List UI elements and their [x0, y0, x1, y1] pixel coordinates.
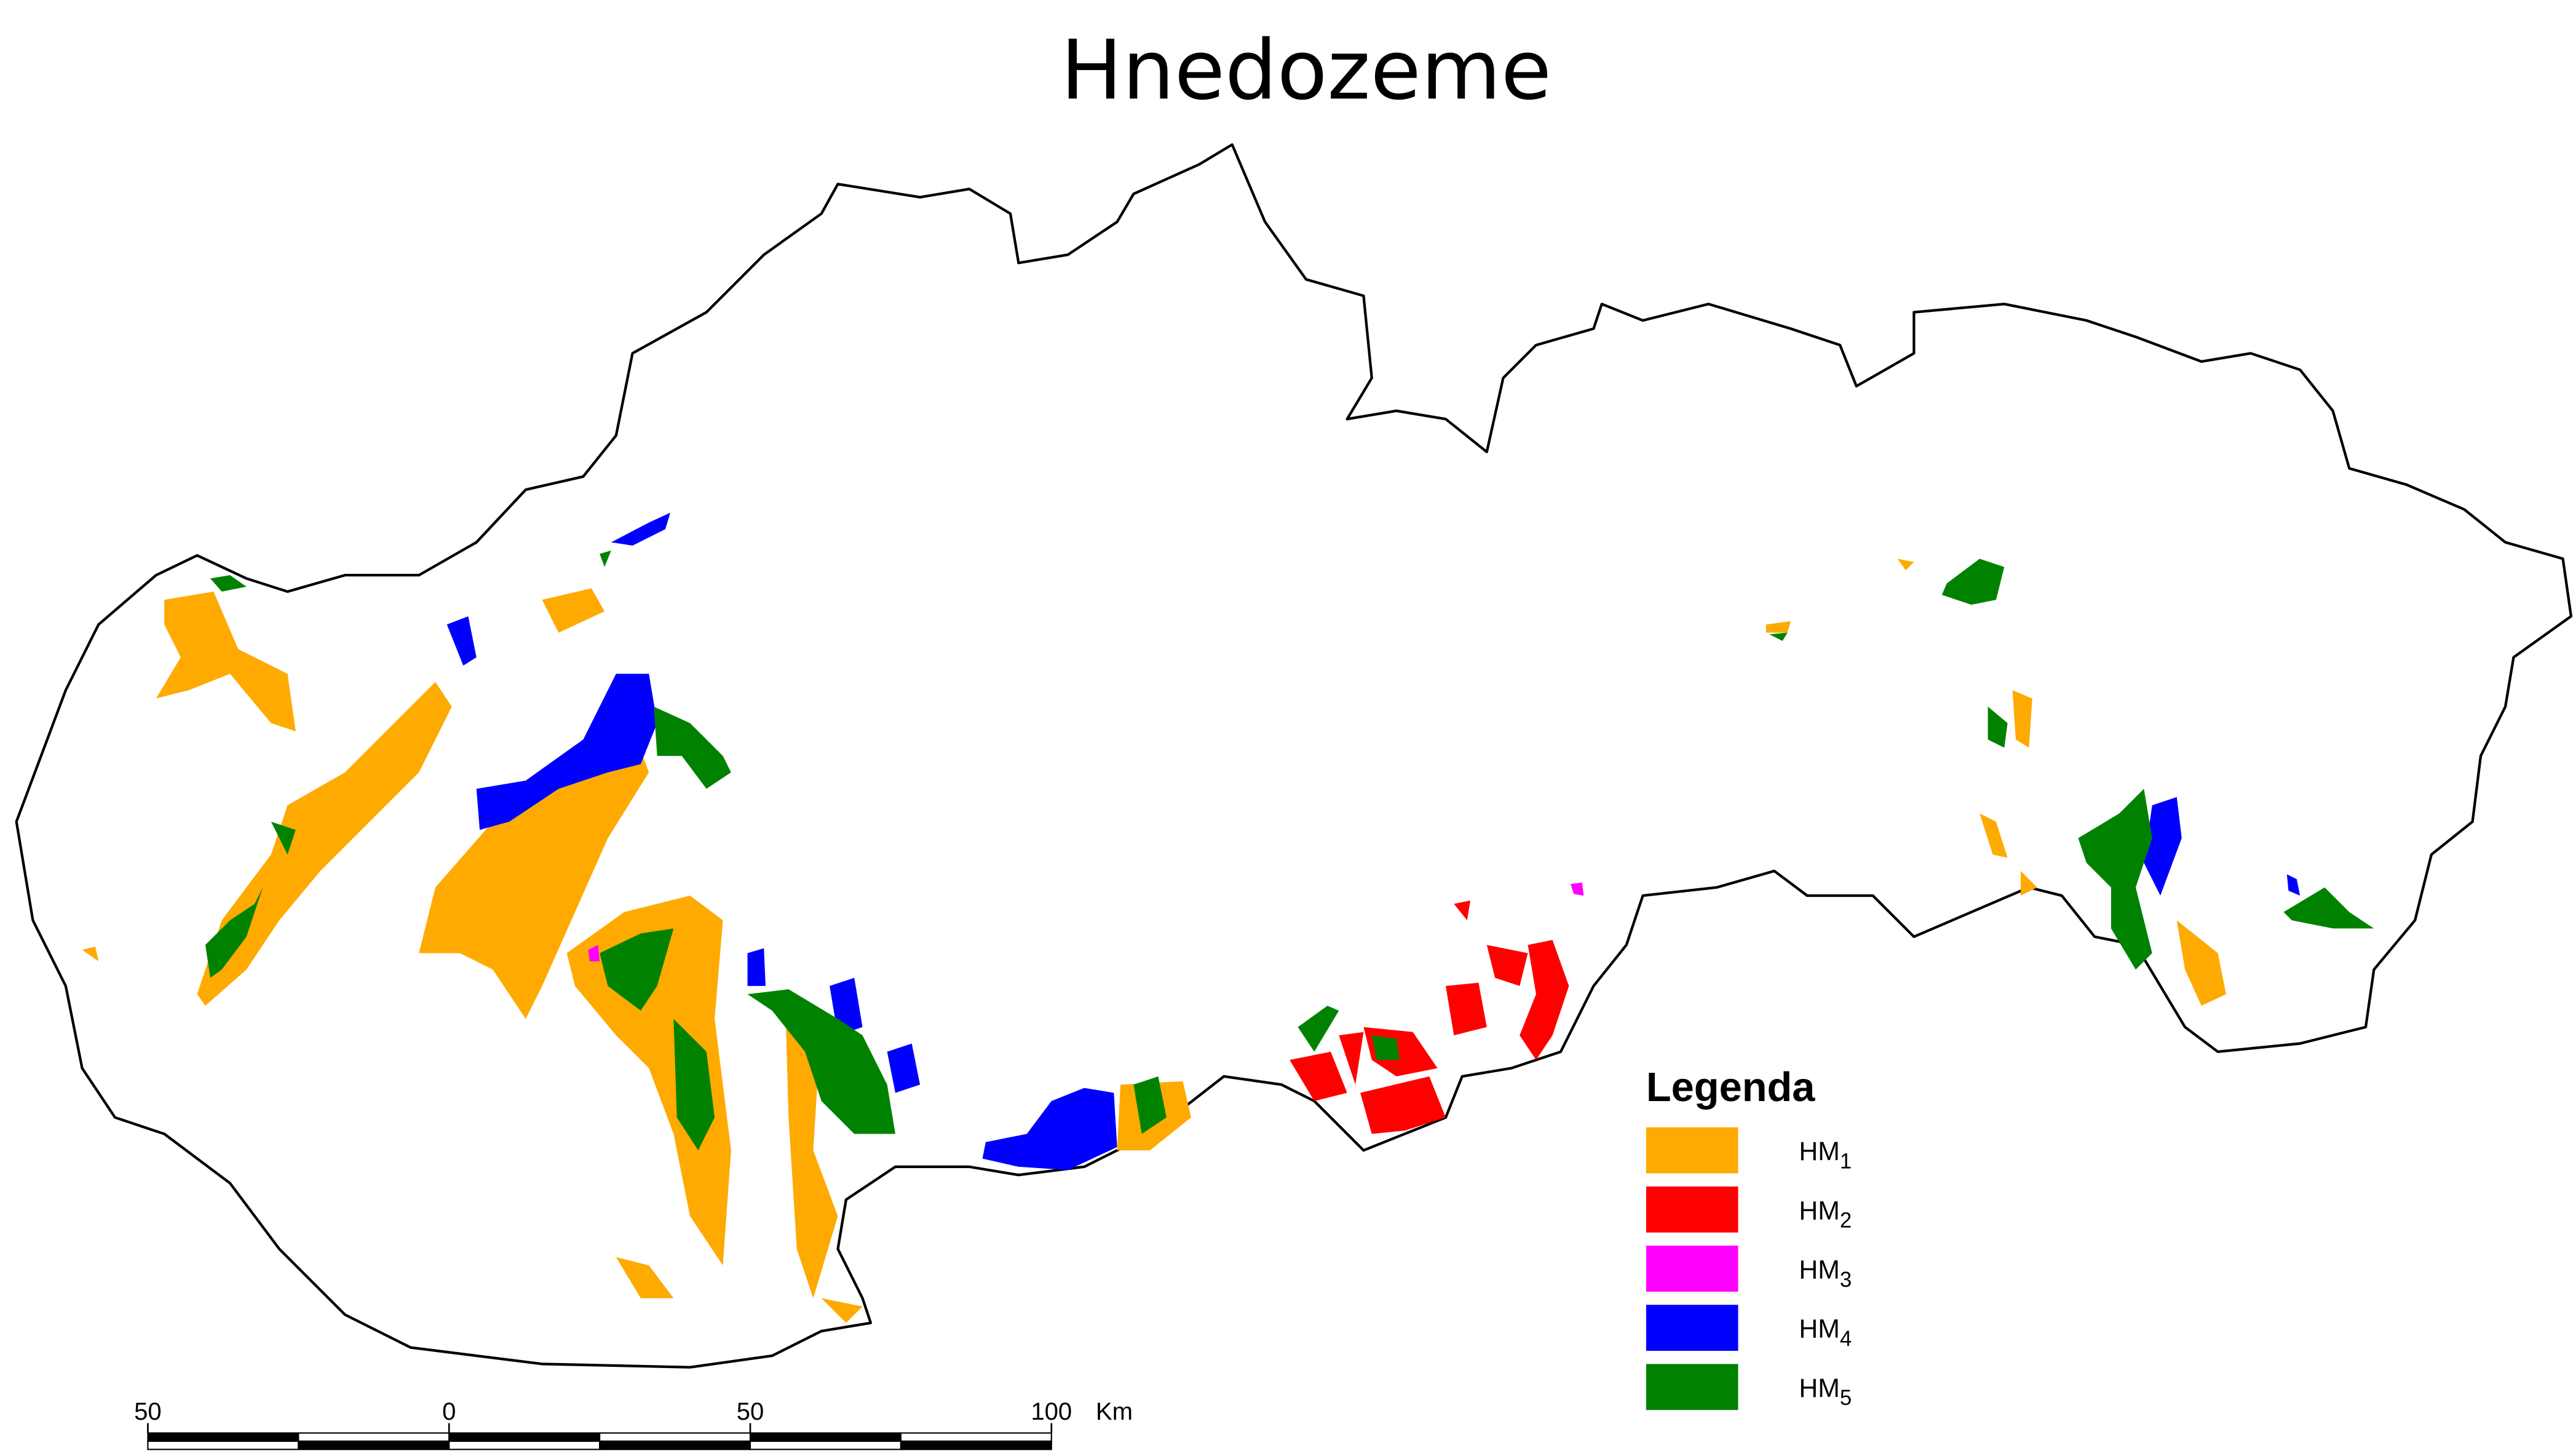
soil-patch: [588, 945, 600, 961]
soil-patch: [2176, 920, 2226, 1006]
legend-label-text: HM: [1799, 1196, 1839, 1225]
scale-segment: [749, 1432, 902, 1442]
soil-patch: [2021, 870, 2037, 896]
legend-swatch: [1646, 1186, 1738, 1233]
soil-patch: [1454, 901, 1471, 921]
soil-patch: [542, 588, 605, 633]
soil-patch: [2286, 874, 2301, 896]
soil-patch: [566, 895, 731, 1266]
scale-segment: [749, 1440, 902, 1450]
scale-label: 100: [1031, 1398, 1072, 1425]
soil-patch: [1571, 882, 1584, 896]
legend-label: HM1: [1799, 1137, 1852, 1173]
soil-patch: [1769, 632, 1788, 641]
scale-unit: Km: [1096, 1398, 1133, 1425]
scale-segment: [448, 1432, 601, 1442]
scale-label: 50: [737, 1398, 764, 1425]
soil-patch: [1339, 1032, 1364, 1085]
soil-patch: [419, 706, 649, 1019]
soil-patch: [205, 887, 263, 978]
legend-title: Legenda: [1646, 1065, 1815, 1110]
legend-label-text: HM: [1799, 1255, 1839, 1284]
soil-patch: [982, 1088, 1117, 1171]
soil-patch: [1941, 559, 2005, 605]
soil-patch: [156, 591, 296, 731]
soil-patch: [600, 928, 674, 1011]
scale-bar: 50 0 50 100 Km: [134, 1398, 1133, 1450]
soil-patch: [654, 706, 731, 789]
scale-segment: [448, 1440, 601, 1450]
scale-segment: [599, 1440, 751, 1450]
legend-label-text: HM: [1799, 1315, 1839, 1344]
soil-patch: [600, 550, 611, 567]
soil-patch: [210, 575, 247, 592]
scale-segment: [298, 1440, 450, 1450]
soil-patch: [785, 1002, 838, 1299]
soil-patch: [82, 946, 99, 961]
legend-label: HM5: [1799, 1374, 1852, 1410]
legend-label-text: HM: [1799, 1374, 1839, 1403]
legend-label-subscript: 3: [1840, 1268, 1852, 1292]
soil-patch: [747, 948, 766, 986]
legend-label: HM3: [1799, 1255, 1852, 1291]
soil-patch: [887, 1043, 921, 1093]
legend-label-text: HM: [1799, 1137, 1839, 1166]
legend-label-subscript: 1: [1840, 1150, 1852, 1173]
soil-patch: [197, 682, 452, 1006]
scale-segment: [900, 1440, 1052, 1450]
scale-segment: [599, 1432, 751, 1442]
soil-patch: [2283, 887, 2374, 929]
soil-patch: [2078, 789, 2152, 970]
scale-label: 0: [442, 1398, 456, 1425]
soil-patch: [271, 821, 296, 855]
soil-patch: [446, 616, 477, 666]
legend-label: HM4: [1799, 1315, 1852, 1351]
scale-label: 50: [134, 1398, 162, 1425]
legend-label: HM2: [1799, 1196, 1852, 1232]
soil-patch: [1445, 982, 1487, 1036]
legend-label-subscript: 4: [1840, 1327, 1852, 1351]
legend-swatch: [1646, 1127, 1738, 1174]
soil-patch: [1133, 1076, 1167, 1134]
scale-segment: [900, 1432, 1052, 1442]
soil-patch: [1371, 1035, 1400, 1060]
soil-patches: [82, 512, 2374, 1323]
soil-patch: [611, 512, 670, 546]
legend-label-subscript: 5: [1840, 1386, 1852, 1410]
soil-patch: [616, 1257, 674, 1299]
soil-patch: [2012, 690, 2032, 748]
legend-swatch: [1646, 1364, 1738, 1410]
soil-patch: [821, 1298, 863, 1323]
legend-label-subscript: 2: [1840, 1209, 1852, 1233]
scale-segment: [147, 1440, 299, 1450]
scale-segment: [147, 1432, 299, 1442]
soil-patch: [1766, 621, 1791, 633]
scale-segment: [298, 1432, 450, 1442]
soil-patch: [1987, 706, 2008, 748]
soil-patch: [747, 989, 895, 1134]
legend-swatch: [1646, 1305, 1738, 1351]
soil-patch: [1360, 1076, 1446, 1134]
soil-patch: [1298, 1005, 1339, 1052]
soil-patch: [1290, 1051, 1347, 1101]
soil-patch: [673, 1019, 715, 1151]
soil-patch: [1486, 945, 1528, 986]
legend-swatch: [1646, 1246, 1738, 1292]
soil-patch: [1520, 940, 1569, 1060]
soil-patch: [2144, 797, 2182, 896]
soil-patch: [1980, 813, 2008, 858]
map-title: Hnedozeme: [1061, 22, 1552, 118]
soil-patch: [476, 674, 657, 830]
soil-patch: [1897, 559, 1914, 571]
